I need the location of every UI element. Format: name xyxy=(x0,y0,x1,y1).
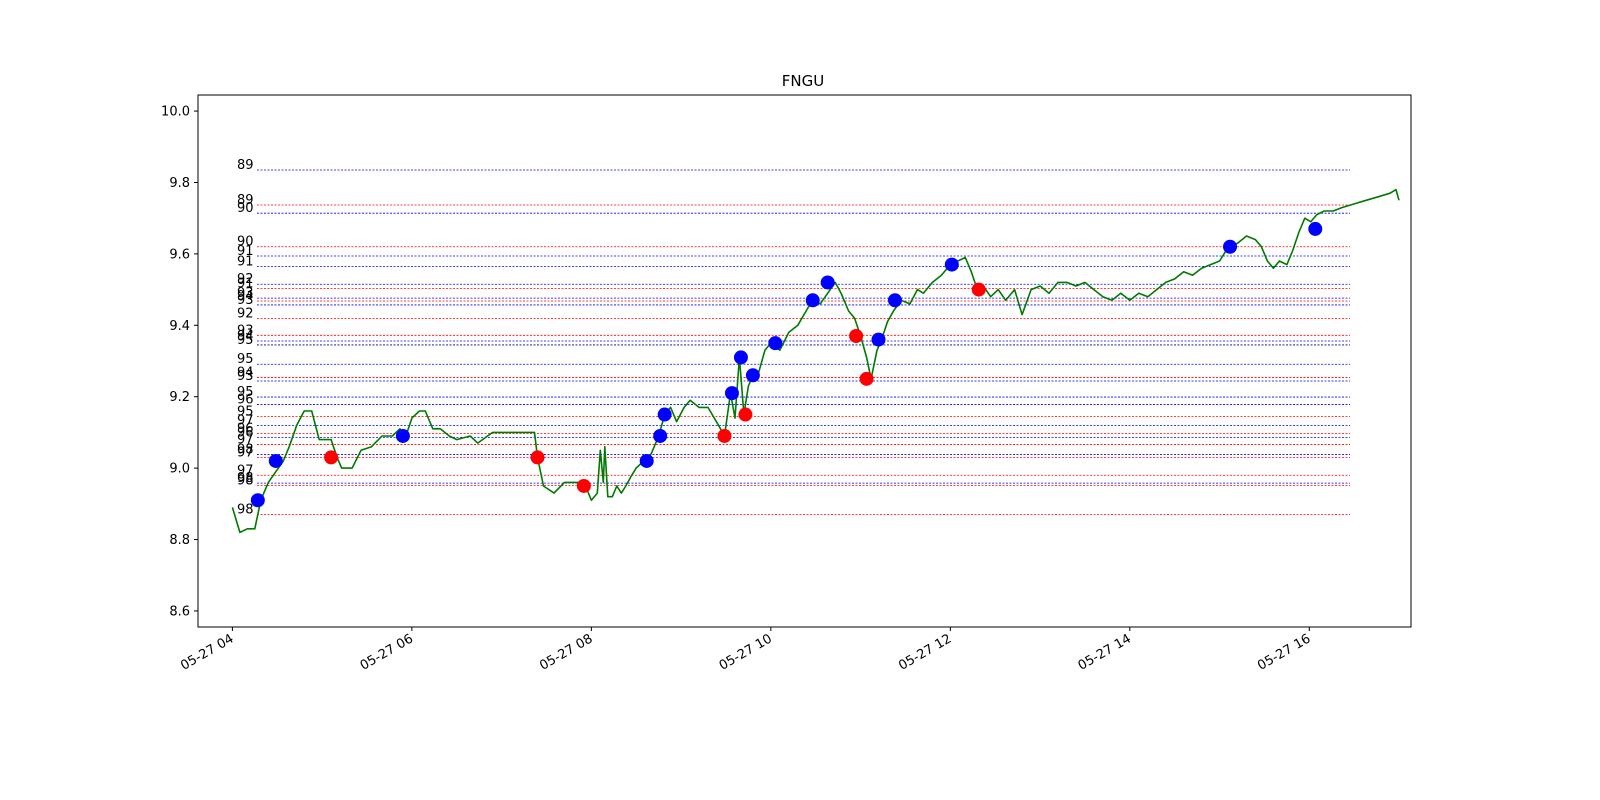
blue-marker xyxy=(1223,239,1238,254)
blue-marker xyxy=(887,293,902,308)
level-lines: 8989909091919291939493929394959594939596… xyxy=(237,158,1350,518)
level-label: 90 xyxy=(237,201,254,216)
blue-marker xyxy=(768,336,783,351)
level-label: 96 xyxy=(237,425,254,440)
y-tick-label: 9.2 xyxy=(169,390,190,405)
y-tick-label: 10.0 xyxy=(161,105,190,120)
level-label: 96 xyxy=(237,421,254,436)
level-label: 94 xyxy=(237,365,254,380)
level-label: 97 xyxy=(237,463,254,478)
blue-marker xyxy=(745,368,760,383)
blue-marker xyxy=(724,386,739,401)
y-tick-label: 9.8 xyxy=(169,176,190,191)
y-axis: 8.6 8.8 9.0 9.2 9.4 9.6 9.8 10.0 xyxy=(161,105,198,619)
blue-marker xyxy=(1308,221,1323,236)
red-marker xyxy=(530,450,545,465)
y-tick-label: 8.6 xyxy=(169,604,190,619)
level-label: 95 xyxy=(237,385,254,400)
level-label: 95 xyxy=(237,404,254,419)
level-label: 91 xyxy=(237,244,254,259)
level-label: 95 xyxy=(237,352,254,367)
level-label: 89 xyxy=(237,158,254,173)
level-label: 94 xyxy=(237,289,254,304)
blue-marker xyxy=(733,350,748,365)
blue-marker xyxy=(653,428,668,443)
level-label: 98 xyxy=(237,474,254,489)
level-label: 90 xyxy=(237,235,254,250)
blue-marker xyxy=(639,453,654,468)
level-label: 89 xyxy=(237,193,254,208)
red-marker xyxy=(971,282,986,297)
price-series xyxy=(231,188,1400,534)
plot-frame xyxy=(197,94,1412,628)
level-label: 93 xyxy=(237,369,254,384)
blue-marker xyxy=(871,332,886,347)
red-marker xyxy=(576,478,591,493)
blue-marker xyxy=(944,257,959,272)
level-label: 98 xyxy=(237,443,254,458)
y-tick-label: 8.8 xyxy=(169,533,190,548)
price-line xyxy=(231,188,1400,534)
level-label: 91 xyxy=(237,277,254,292)
chart-title: FNGU xyxy=(782,72,824,90)
red-marker xyxy=(849,329,864,344)
level-label: 96 xyxy=(237,393,254,408)
level-label: 92 xyxy=(237,307,254,322)
level-label: 97 xyxy=(237,433,254,448)
level-label: 91 xyxy=(237,254,254,269)
blue-marker xyxy=(250,493,265,508)
blue-marker xyxy=(395,428,410,443)
blue-marker xyxy=(820,275,835,290)
level-label: 95 xyxy=(237,333,254,348)
red-marker xyxy=(859,371,874,386)
red-marker xyxy=(324,450,339,465)
red-marker xyxy=(738,407,753,422)
level-label: 93 xyxy=(237,293,254,308)
blue-marker xyxy=(657,407,672,422)
level-label: 98 xyxy=(237,503,254,518)
level-label: 93 xyxy=(237,323,254,338)
level-label: 98 xyxy=(237,471,254,486)
level-label: 97 xyxy=(237,414,254,429)
y-tick-label: 9.6 xyxy=(169,247,190,262)
blue-marker xyxy=(268,453,283,468)
level-label: 92 xyxy=(237,272,254,287)
level-label: 93 xyxy=(237,286,254,301)
red-marker xyxy=(717,428,732,443)
blue-marker xyxy=(805,293,820,308)
y-tick-label: 9.0 xyxy=(169,462,190,477)
level-label: 97 xyxy=(237,445,254,460)
level-label: 94 xyxy=(237,329,254,344)
y-tick-label: 9.4 xyxy=(169,319,190,334)
signal-markers xyxy=(250,221,1323,508)
